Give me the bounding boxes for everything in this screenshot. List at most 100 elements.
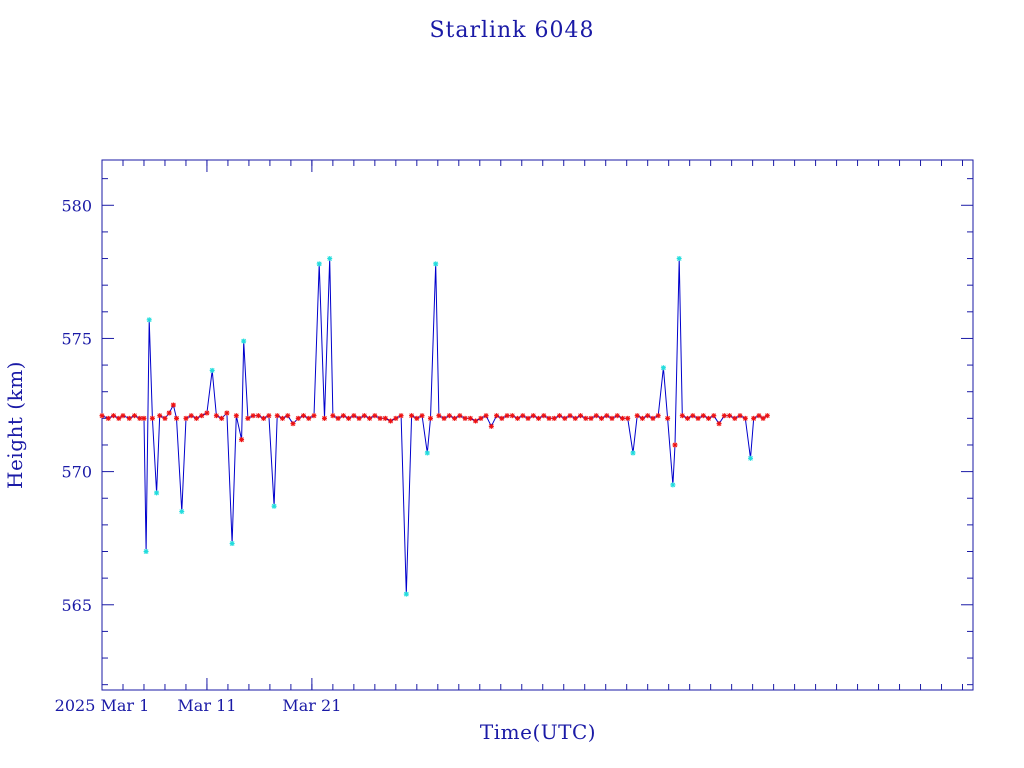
data-point bbox=[567, 413, 573, 419]
data-point bbox=[604, 413, 610, 419]
data-point bbox=[295, 415, 301, 421]
data-point bbox=[266, 413, 272, 419]
data-point bbox=[462, 415, 468, 421]
data-point bbox=[382, 415, 388, 421]
data-point bbox=[424, 450, 430, 456]
data-point bbox=[285, 413, 291, 419]
data-point bbox=[120, 413, 126, 419]
data-point bbox=[351, 413, 357, 419]
data-point bbox=[650, 415, 656, 421]
data-point bbox=[530, 413, 536, 419]
data-point bbox=[157, 413, 163, 419]
data-point bbox=[467, 415, 473, 421]
data-point bbox=[409, 413, 415, 419]
data-point bbox=[672, 442, 678, 448]
data-point bbox=[760, 415, 766, 421]
data-point bbox=[377, 415, 383, 421]
marker-group bbox=[99, 256, 770, 597]
data-point bbox=[751, 415, 757, 421]
data-point bbox=[446, 413, 452, 419]
data-point bbox=[367, 415, 373, 421]
data-point bbox=[137, 415, 143, 421]
data-point bbox=[625, 415, 631, 421]
data-point bbox=[245, 415, 251, 421]
axis-tick-labels: 2025 Mar 1 Mar 11 Mar 21 565 570 575 580 bbox=[55, 196, 342, 715]
data-point bbox=[146, 317, 152, 323]
data-point bbox=[111, 413, 117, 419]
data-point bbox=[141, 415, 147, 421]
data-point bbox=[274, 413, 280, 419]
chart-title: Starlink 6048 bbox=[429, 18, 594, 43]
x-tick-label: 2025 Mar 1 bbox=[55, 696, 150, 715]
data-point bbox=[436, 413, 442, 419]
data-point bbox=[241, 338, 247, 344]
data-point bbox=[361, 413, 367, 419]
data-point bbox=[721, 413, 727, 419]
axis-ticks bbox=[101, 160, 973, 690]
data-point bbox=[665, 415, 671, 421]
data-point bbox=[132, 413, 138, 419]
data-point bbox=[126, 415, 132, 421]
data-point bbox=[356, 415, 362, 421]
x-tick-label: Mar 21 bbox=[282, 696, 341, 715]
data-point bbox=[174, 415, 180, 421]
data-point bbox=[764, 413, 770, 419]
data-point bbox=[239, 437, 245, 443]
data-point bbox=[403, 591, 409, 597]
data-point bbox=[515, 415, 521, 421]
y-tick-label: 570 bbox=[61, 463, 92, 482]
data-point bbox=[583, 415, 589, 421]
data-point bbox=[229, 541, 235, 547]
data-point bbox=[204, 410, 210, 416]
data-point bbox=[499, 415, 505, 421]
data-point bbox=[541, 413, 547, 419]
data-point bbox=[143, 549, 149, 555]
data-point bbox=[330, 413, 336, 419]
data-point bbox=[630, 450, 636, 456]
data-point bbox=[551, 415, 557, 421]
data-point bbox=[452, 415, 458, 421]
data-point bbox=[346, 415, 352, 421]
data-point bbox=[732, 415, 738, 421]
data-point bbox=[414, 415, 420, 421]
data-point bbox=[670, 482, 676, 488]
data-point bbox=[306, 415, 312, 421]
data-point bbox=[393, 415, 399, 421]
data-point bbox=[578, 413, 584, 419]
data-point bbox=[488, 423, 494, 429]
data-point bbox=[300, 413, 306, 419]
data-point bbox=[520, 413, 526, 419]
data-point bbox=[316, 261, 322, 267]
data-point bbox=[620, 415, 626, 421]
data-point bbox=[154, 490, 160, 496]
data-point bbox=[271, 503, 277, 509]
data-point bbox=[219, 415, 225, 421]
data-point bbox=[473, 418, 479, 424]
data-point bbox=[655, 413, 661, 419]
data-point bbox=[193, 415, 199, 421]
data-point bbox=[711, 413, 717, 419]
data-point bbox=[483, 413, 489, 419]
data-point bbox=[224, 410, 230, 416]
data-point bbox=[614, 413, 620, 419]
data-point bbox=[536, 415, 542, 421]
data-point bbox=[685, 415, 691, 421]
data-point bbox=[504, 413, 510, 419]
data-point bbox=[279, 415, 285, 421]
data-point bbox=[457, 413, 463, 419]
data-point bbox=[593, 413, 599, 419]
y-tick-label: 580 bbox=[61, 196, 92, 215]
data-point bbox=[706, 415, 712, 421]
series-line-height bbox=[101, 258, 768, 595]
data-point bbox=[599, 415, 605, 421]
data-point bbox=[427, 415, 433, 421]
data-point bbox=[727, 413, 733, 419]
data-point bbox=[634, 413, 640, 419]
data-point bbox=[572, 415, 578, 421]
series-group bbox=[101, 258, 768, 595]
data-point bbox=[546, 415, 552, 421]
data-point bbox=[748, 455, 754, 461]
y-tick-label: 575 bbox=[61, 329, 92, 348]
data-point bbox=[321, 415, 327, 421]
